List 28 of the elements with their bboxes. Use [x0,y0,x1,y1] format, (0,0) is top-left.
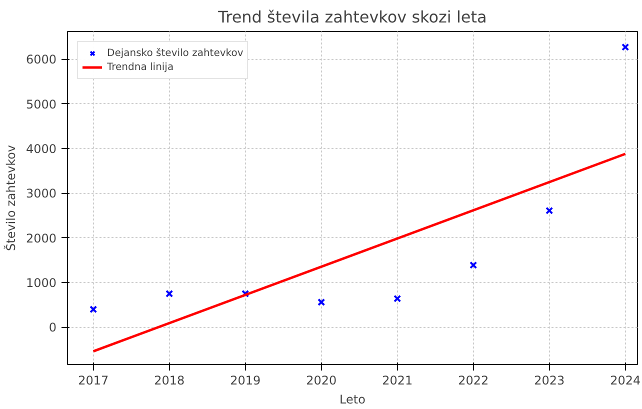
y-tick-label: 0 [48,320,57,335]
x-tick-label: 2023 [534,374,565,388]
point [318,298,326,306]
chart-title: Trend števila zahtevkov skozi leta [217,8,487,26]
x-tick-label: 2020 [306,374,337,388]
x-tick-label: 2022 [458,374,489,388]
x-tick-label: 2017 [78,374,109,388]
point [166,290,174,298]
y-tick-label: 5000 [26,97,57,112]
y-tick-label: 6000 [26,52,57,67]
point [546,206,554,214]
point [470,261,478,269]
y-tick-label: 3000 [26,186,57,201]
point [242,290,250,298]
point [394,294,402,302]
x-tick-label: 2024 [610,374,641,388]
y-tick-label: 4000 [26,142,57,156]
point [622,43,630,51]
y-axis-title: Število zahtevkov [2,144,18,252]
x-tick-label: 2019 [230,374,261,388]
y-tick-label: 2000 [26,231,57,246]
legend-label: Dejansko število zahtevkov [107,46,244,60]
y-tick-label: 1000 [26,276,57,290]
x-tick-label: 2021 [382,374,413,388]
x-axis-title: Leto [340,392,366,406]
legend-label: Trendna linija [107,60,174,74]
x-tick-label: 2018 [154,374,185,388]
point [90,306,98,314]
